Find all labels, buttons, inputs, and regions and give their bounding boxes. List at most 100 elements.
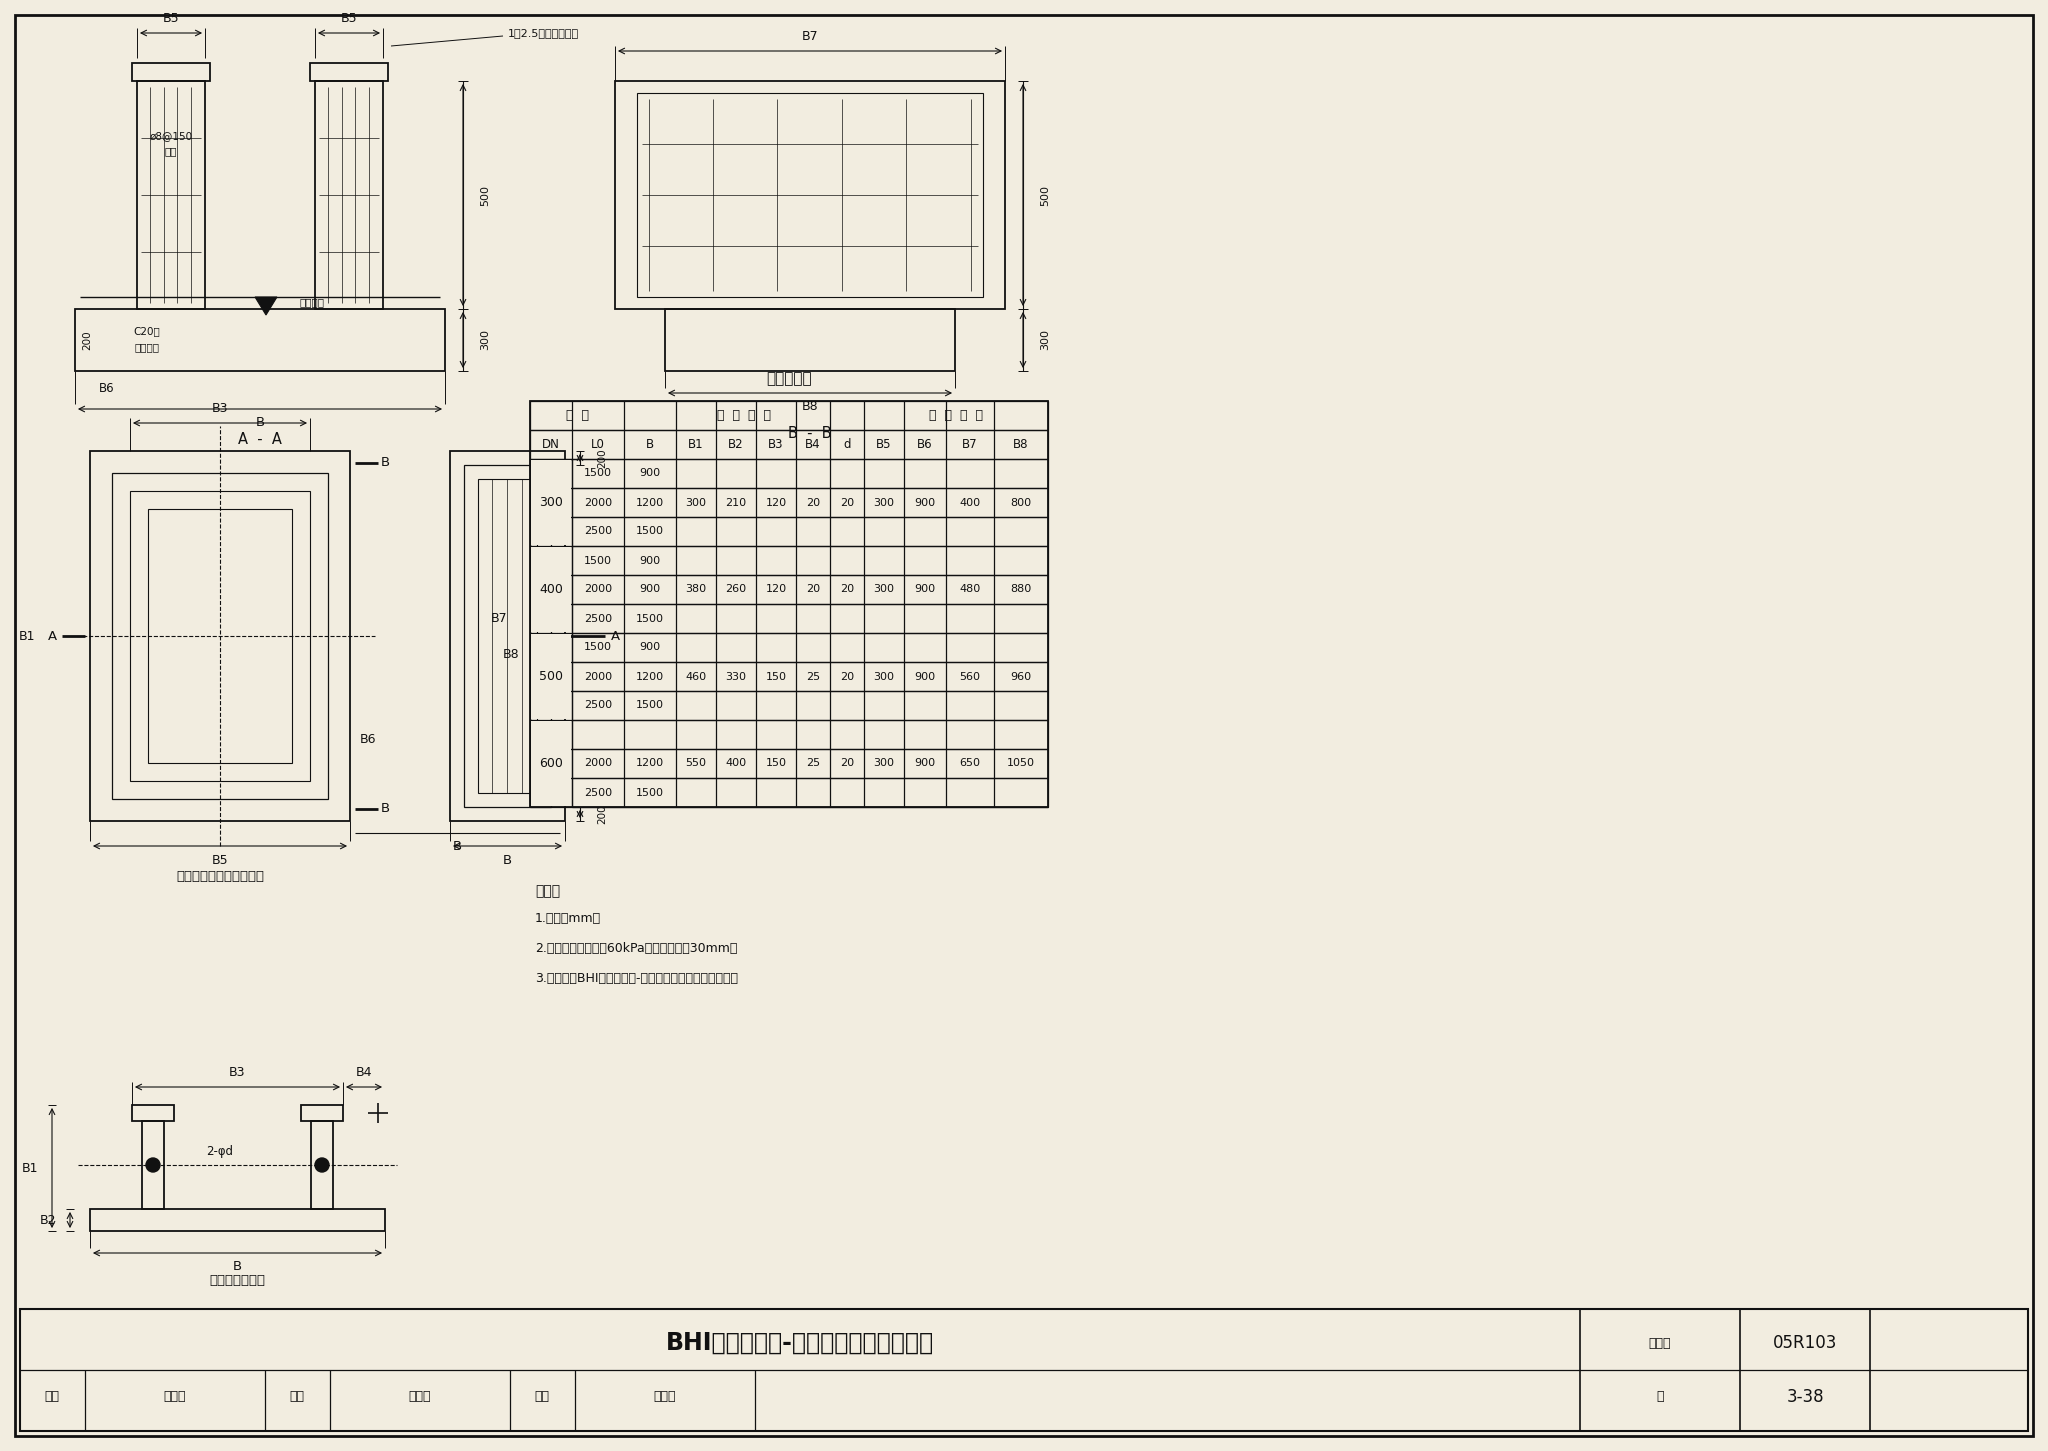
Bar [530,547,571,633]
Circle shape [315,1158,330,1172]
Text: B6: B6 [360,733,377,746]
Text: 900: 900 [639,643,662,653]
Text: B3: B3 [211,402,227,415]
Bar [530,460,571,546]
Text: 刘艳芬: 刘艳芬 [410,1390,432,1403]
Text: 1500: 1500 [637,788,664,798]
Text: 900: 900 [639,469,662,479]
Bar [315,81,383,309]
Text: 2-φd: 2-φd [207,1145,233,1158]
Text: B: B [502,853,512,866]
Text: 20: 20 [840,672,854,682]
Text: B3: B3 [229,1066,246,1080]
Text: 200: 200 [598,448,606,467]
Bar [530,400,1049,807]
Text: 1200: 1200 [637,498,664,508]
Text: DN: DN [543,438,559,451]
Text: 董乐义: 董乐义 [164,1390,186,1403]
Text: 基  础  尺  寸: 基 础 尺 寸 [930,409,983,422]
Text: 210: 210 [725,498,748,508]
Text: 2500: 2500 [584,614,612,624]
Text: 数  座  尺  寸: 数 座 尺 寸 [717,409,770,422]
Text: 20: 20 [840,498,854,508]
Text: B5: B5 [162,13,180,26]
Text: 560: 560 [961,672,981,682]
Text: 说明：: 说明： [535,884,559,898]
Bar [137,81,205,309]
Text: L0: L0 [592,438,604,451]
Text: BHI系列卧式汽-水波纹管换热器基础图: BHI系列卧式汽-水波纹管换热器基础图 [666,1331,934,1355]
Text: B4: B4 [356,1066,373,1080]
Text: B6: B6 [918,438,932,451]
Text: 05R103: 05R103 [1774,1333,1837,1352]
Text: 380: 380 [686,585,707,595]
Bar [90,451,350,821]
Bar [141,1122,164,1209]
Text: B8: B8 [502,647,520,660]
Text: 900: 900 [915,498,936,508]
Text: 基底夯实: 基底夯实 [135,342,160,353]
Text: 300: 300 [874,759,895,769]
Text: 400: 400 [958,498,981,508]
Bar [309,62,387,81]
Text: B5: B5 [877,438,891,451]
Text: B1: B1 [20,1161,39,1174]
Text: 650: 650 [961,759,981,769]
Text: B1: B1 [18,630,35,643]
Text: 换热器鞍座基础平面尺寸: 换热器鞍座基础平面尺寸 [176,869,264,882]
Text: 260: 260 [725,585,748,595]
Text: 页: 页 [1657,1390,1663,1403]
Text: 120: 120 [766,498,786,508]
Text: B5: B5 [211,853,227,866]
Text: A: A [47,630,57,643]
Text: 2000: 2000 [584,585,612,595]
Text: 550: 550 [686,759,707,769]
Polygon shape [256,297,276,315]
Text: B7: B7 [801,29,819,42]
Text: 1500: 1500 [637,614,664,624]
Text: C20砼: C20砼 [133,326,160,337]
Bar [451,451,565,821]
Bar [76,309,444,371]
Text: 1500: 1500 [584,643,612,653]
Text: 1500: 1500 [637,701,664,711]
Text: 900: 900 [915,585,936,595]
Text: 500: 500 [539,670,563,683]
Text: B: B [231,1261,242,1274]
Bar [113,473,328,800]
Text: 1：2.5水泥砂浆抹面: 1：2.5水泥砂浆抹面 [508,28,580,38]
Text: 300: 300 [874,672,895,682]
Text: 2500: 2500 [584,527,612,537]
Text: B4: B4 [805,438,821,451]
Text: 校对: 校对 [289,1390,305,1403]
Text: B: B [453,840,461,853]
Bar [147,509,293,763]
Text: 480: 480 [958,585,981,595]
Text: B: B [381,802,389,815]
Text: ø8@150: ø8@150 [150,131,193,141]
Text: 400: 400 [541,556,561,566]
Text: 300: 300 [541,469,561,479]
Text: B1: B1 [688,438,705,451]
Bar [666,309,954,371]
Text: B8: B8 [801,399,819,412]
Bar [465,464,551,807]
Text: 3.本图依据BHI系列卧式汽-水波纹管换热器安装图绘制。: 3.本图依据BHI系列卧式汽-水波纹管换热器安装图绘制。 [535,972,737,985]
Text: 室内地坪: 室内地坪 [299,297,326,308]
Bar [614,81,1006,309]
Text: 换热器鞍座尺寸: 换热器鞍座尺寸 [209,1274,264,1287]
Text: 300: 300 [874,585,895,595]
Text: 200: 200 [598,804,606,824]
Bar [20,1309,2028,1431]
Text: 150: 150 [766,759,786,769]
Text: 600: 600 [539,757,563,770]
Text: 960: 960 [1010,672,1032,682]
Text: 500: 500 [1040,184,1051,206]
Text: 900: 900 [639,585,662,595]
Text: d: d [844,438,850,451]
Text: 400: 400 [539,583,563,596]
Text: 1500: 1500 [584,469,612,479]
Text: B  -  B: B - B [788,425,831,441]
Bar [90,1209,385,1230]
Text: 300: 300 [1040,329,1051,351]
